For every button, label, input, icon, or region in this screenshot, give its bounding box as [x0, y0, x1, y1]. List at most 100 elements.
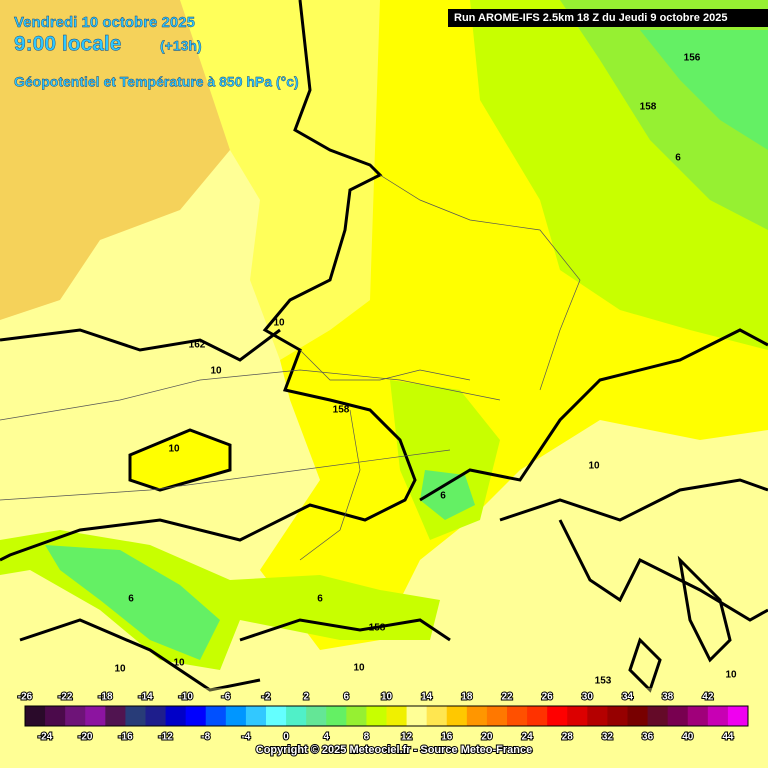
color-swatch	[507, 706, 528, 726]
color-swatch	[446, 706, 468, 726]
colorbar-label: -26	[18, 692, 33, 703]
color-swatch	[346, 706, 367, 726]
forecast-date: Vendredi 10 octobre 2025	[14, 14, 195, 31]
run-info: Run AROME-IFS 2.5km 18 Z du Jeudi 9 octo…	[454, 12, 727, 24]
colorbar-label: -6	[221, 692, 230, 703]
colorbar-label: 24	[522, 732, 534, 743]
colorbar-label: -14	[138, 692, 153, 703]
color-swatch	[567, 706, 588, 726]
contour-label: 158	[640, 102, 657, 113]
color-swatch	[647, 706, 669, 726]
temp-area	[640, 30, 768, 150]
color-swatch	[85, 706, 106, 726]
color-swatch	[426, 706, 448, 726]
contour-label: 6	[128, 594, 134, 605]
colorbar-label: -4	[241, 732, 250, 743]
colorbar-label: 12	[401, 732, 413, 743]
color-swatch	[245, 706, 267, 726]
contour-labels: 156 158 6 10 162 10 158 10 10 6 6 6 158 10 10 10 153 10	[114, 53, 737, 687]
coastlines	[0, 0, 768, 693]
contour-label: 10	[588, 461, 600, 472]
copyright: Copyright © 2025 Meteociel.fr - Source M…	[256, 744, 532, 756]
colorbar-label: -18	[98, 692, 113, 703]
color-swatch	[225, 706, 247, 726]
contour-label: 158	[333, 405, 350, 416]
contour-label: 6	[440, 491, 446, 502]
color-swatch	[627, 706, 649, 726]
color-swatch	[527, 706, 548, 726]
color-swatch	[65, 706, 86, 726]
color-swatch	[326, 706, 347, 726]
color-swatch	[486, 706, 508, 726]
forecast-time: 9:00 locale	[14, 33, 121, 56]
colorbar-frame	[24, 705, 749, 727]
colorbar-label: 10	[381, 692, 393, 703]
color-swatch	[266, 706, 287, 726]
color-swatch	[406, 706, 428, 726]
color-swatch	[105, 706, 126, 726]
color-swatch	[607, 706, 628, 726]
temp-area	[180, 0, 420, 360]
colorbar-label: 16	[441, 732, 453, 743]
colorbar-label: 32	[602, 732, 614, 743]
contour-label: 10	[114, 664, 126, 675]
island	[128, 428, 232, 492]
colorbar-label: 38	[662, 692, 674, 703]
colorbar-label: 0	[283, 732, 289, 743]
contour-label: 10	[168, 444, 180, 455]
colorbar-label: 14	[421, 692, 433, 703]
colorbar-label: 44	[722, 732, 734, 743]
contour-label: 10	[725, 670, 737, 681]
colorbar-label: 6	[344, 692, 350, 703]
colorbar-label: 28	[562, 732, 574, 743]
colorbar-label: 18	[461, 692, 473, 703]
color-swatch	[386, 706, 408, 726]
color-swatch	[286, 706, 307, 726]
color-swatch	[145, 706, 167, 726]
colorbar-label: -24	[38, 732, 53, 743]
legend-backdrop	[0, 688, 768, 768]
color-swatch	[185, 706, 207, 726]
colorbar-label: 4	[323, 732, 329, 743]
contour-label: 6	[675, 153, 681, 164]
colorbar-label: 26	[542, 692, 554, 703]
contour-label: 10	[210, 366, 222, 377]
colorbar-label: 22	[501, 692, 513, 703]
color-swatch	[366, 706, 387, 726]
contour-label: 162	[189, 340, 206, 351]
contour-label: 153	[595, 676, 612, 687]
color-swatch	[727, 706, 749, 726]
colorbar-label: -10	[178, 692, 193, 703]
contour-label: 10	[173, 658, 185, 669]
colorbar-label: 42	[702, 692, 714, 703]
colorbar: -26 -22 -18 -14 -10 -6 -2 2 6 10 14 18 22 26 30 34 38 42-…	[17, 691, 749, 744]
warm-area	[0, 0, 260, 320]
color-swatch	[547, 706, 568, 726]
colorbar-label: -8	[201, 732, 210, 743]
contour-label: 156	[684, 53, 701, 64]
color-swatch	[205, 706, 227, 726]
colorbar-label: 2	[303, 692, 309, 703]
forecast-lead: (+13h)	[160, 38, 202, 54]
color-swatch	[306, 706, 327, 726]
temp-area	[420, 470, 475, 520]
colorbar-label: 34	[622, 692, 634, 703]
borders	[0, 174, 581, 561]
colorbar-label: 8	[364, 732, 370, 743]
colorbar-label: 36	[642, 732, 654, 743]
color-swatch	[165, 706, 187, 726]
color-swatch	[687, 706, 709, 726]
colorbar-label: 20	[481, 732, 493, 743]
colorbar-label: -12	[158, 732, 173, 743]
color-swatch	[587, 706, 608, 726]
colorbar-label: -22	[58, 692, 73, 703]
color-swatch	[45, 706, 66, 726]
color-swatch	[125, 706, 146, 726]
contour-label: 158	[369, 623, 386, 634]
colorbar-label: -20	[78, 732, 93, 743]
colorbar-label: -2	[262, 692, 271, 703]
run-box	[448, 9, 768, 27]
field-name: Géopotentiel et Température à 850 hPa (°…	[14, 74, 299, 90]
colorbar-label: 30	[582, 692, 594, 703]
